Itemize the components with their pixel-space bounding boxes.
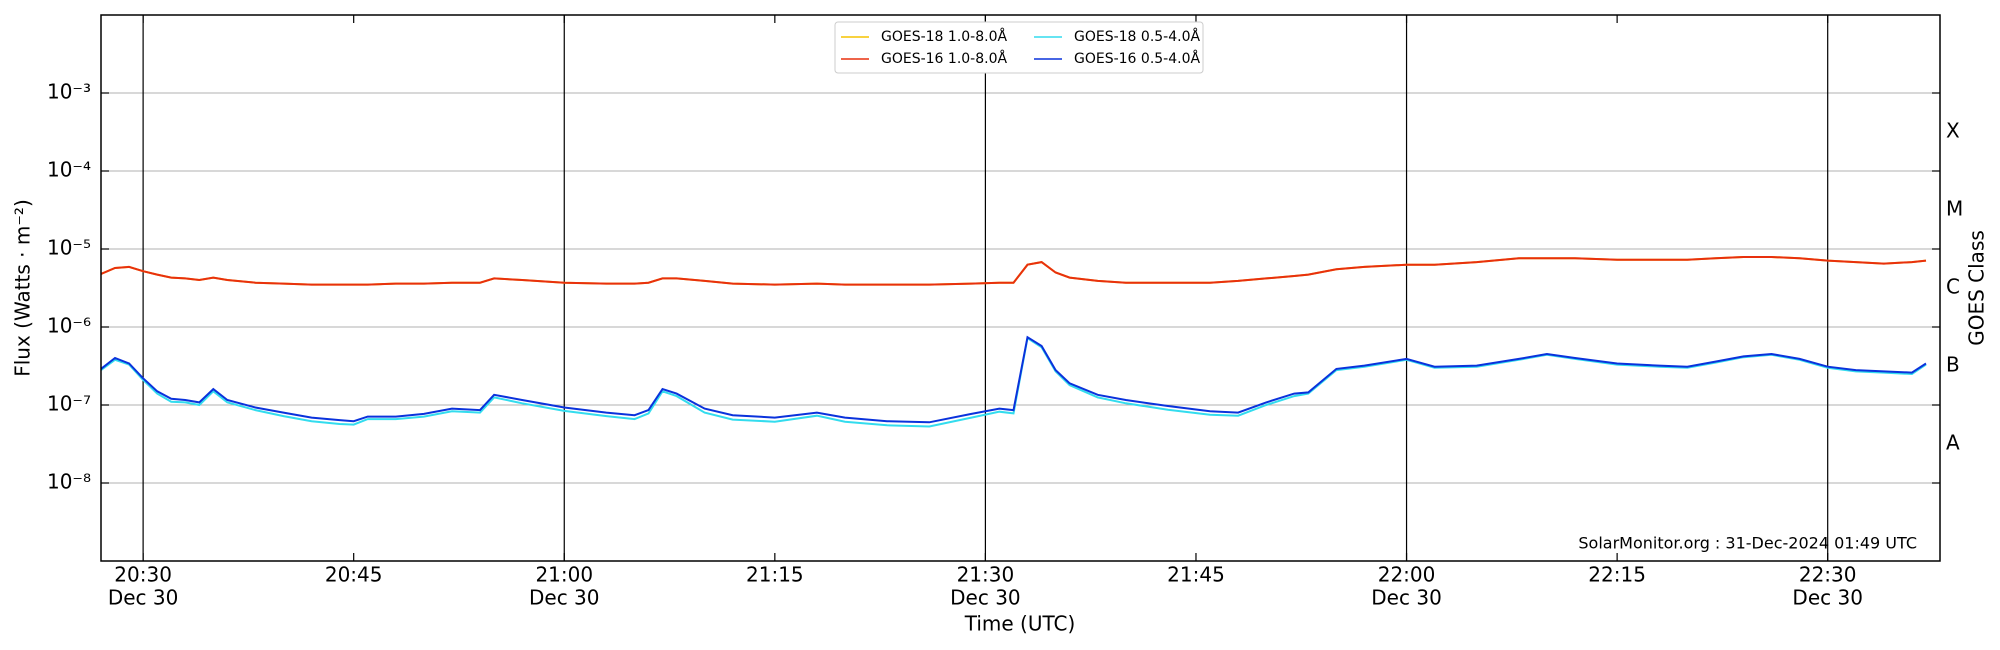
y-tick-label: 10⁻⁸ bbox=[47, 470, 91, 494]
legend-box bbox=[834, 21, 1204, 74]
x-tick-date: Dec 30 bbox=[108, 586, 179, 610]
x-tick-label: 21:30 bbox=[957, 563, 1015, 587]
x-tick-label: 21:15 bbox=[746, 563, 804, 587]
y2-tick-label: X bbox=[1946, 119, 1960, 143]
x-axis-label: Time (UTC) bbox=[964, 612, 1076, 636]
y-tick-label: 10⁻⁶ bbox=[47, 314, 91, 338]
y2-tick-label: A bbox=[1946, 431, 1960, 455]
series-line bbox=[101, 256, 1927, 286]
y-tick-label: 10⁻⁷ bbox=[47, 392, 91, 416]
y-tick-label: 10⁻⁴ bbox=[47, 158, 91, 182]
y-axis-label: Flux (Watts · m⁻²) bbox=[11, 199, 35, 377]
x-tick-date: Dec 30 bbox=[1792, 586, 1863, 610]
x-tick-date: Dec 30 bbox=[950, 586, 1021, 610]
x-tick-label: 22:00 bbox=[1378, 563, 1436, 587]
plot-frame bbox=[100, 14, 1941, 562]
x-tick-label: 22:30 bbox=[1799, 563, 1857, 587]
y-tick-label: 10⁻³ bbox=[47, 80, 91, 104]
y2-tick-label: C bbox=[1946, 275, 1960, 299]
annotation: SolarMonitor.org : 31-Dec-2024 01:49 UTC bbox=[1578, 534, 1917, 553]
y2-axis-label: GOES Class bbox=[1965, 230, 1989, 346]
x-tick-label: 20:45 bbox=[325, 563, 383, 587]
y2-tick-label: B bbox=[1946, 353, 1960, 377]
y-tick-label: 10⁻⁵ bbox=[47, 236, 91, 260]
legend-label: GOES-18 0.5-4.0Å bbox=[1074, 28, 1200, 45]
x-tick-date: Dec 30 bbox=[529, 586, 600, 610]
legend-label: GOES-18 1.0-8.0Å bbox=[881, 28, 1007, 45]
x-tick-label: 21:45 bbox=[1167, 563, 1225, 587]
x-tick-label: 20:30 bbox=[114, 563, 172, 587]
legend-label: GOES-16 0.5-4.0Å bbox=[1074, 50, 1200, 67]
legend-label: GOES-16 1.0-8.0Å bbox=[881, 50, 1007, 67]
x-tick-date: Dec 30 bbox=[1371, 586, 1442, 610]
series-line bbox=[101, 335, 1927, 424]
x-tick-label: 22:15 bbox=[1588, 563, 1646, 587]
y2-tick-label: M bbox=[1946, 197, 1963, 221]
x-tick-label: 21:00 bbox=[535, 563, 593, 587]
